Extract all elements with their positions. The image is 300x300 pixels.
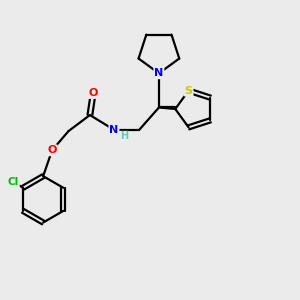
Text: N: N [110,125,118,135]
Text: S: S [184,85,193,96]
Text: N: N [154,68,164,78]
Text: O: O [88,88,98,98]
Text: Cl: Cl [8,177,19,187]
Text: H: H [120,131,128,141]
Text: O: O [47,145,57,155]
